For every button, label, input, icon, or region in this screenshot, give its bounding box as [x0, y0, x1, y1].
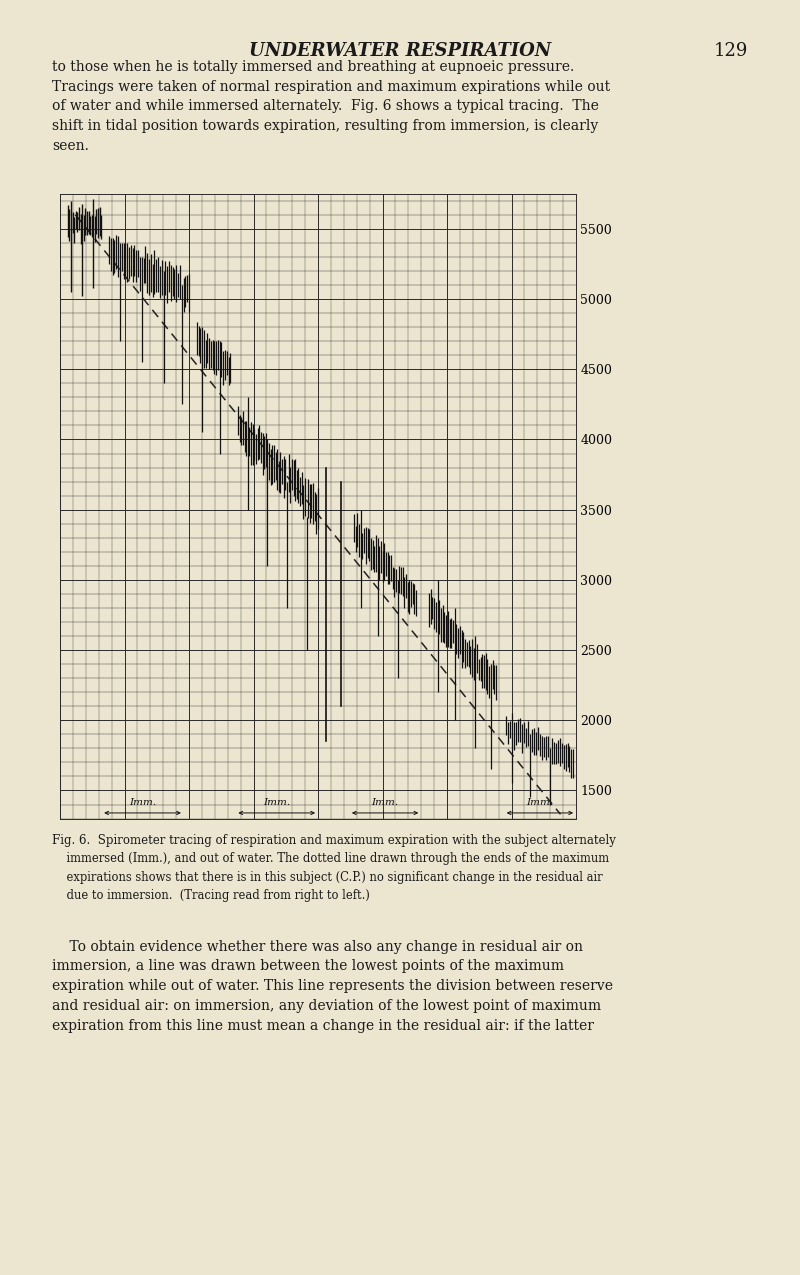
Text: shift in tidal position towards expiration, resulting from immersion, is clearly: shift in tidal position towards expirati… — [52, 120, 598, 133]
Text: immersed (Imm.), and out of water. The dotted line drawn through the ends of the: immersed (Imm.), and out of water. The d… — [52, 853, 609, 866]
Text: To obtain evidence whether there was also any change in residual air on: To obtain evidence whether there was als… — [52, 940, 583, 954]
Text: and residual air: on immersion, any deviation of the lowest point of maximum: and residual air: on immersion, any devi… — [52, 1000, 601, 1012]
Text: due to immersion.  (Tracing read from right to left.): due to immersion. (Tracing read from rig… — [52, 890, 370, 903]
Text: Imm.: Imm. — [263, 798, 290, 807]
Text: of water and while immersed alternately.  Fig. 6 shows a typical tracing.  The: of water and while immersed alternately.… — [52, 99, 599, 113]
Text: to those when he is totally immersed and breathing at eupnoeic pressure.: to those when he is totally immersed and… — [52, 60, 574, 74]
Text: expirations shows that there is in this subject (C.P.) no significant change in : expirations shows that there is in this … — [52, 871, 602, 884]
Text: seen.: seen. — [52, 139, 89, 153]
Text: Imm.: Imm. — [129, 798, 156, 807]
Text: Imm.: Imm. — [526, 798, 554, 807]
Text: 129: 129 — [714, 42, 748, 60]
Text: expiration from this line must mean a change in the residual air: if the latter: expiration from this line must mean a ch… — [52, 1019, 594, 1033]
Text: Tracings were taken of normal respiration and maximum expirations while out: Tracings were taken of normal respiratio… — [52, 79, 610, 93]
Text: Fig. 6.  Spirometer tracing of respiration and maximum expiration with the subje: Fig. 6. Spirometer tracing of respiratio… — [52, 834, 616, 847]
Text: expiration while out of water. This line represents the division between reserve: expiration while out of water. This line… — [52, 979, 613, 993]
Text: UNDERWATER RESPIRATION: UNDERWATER RESPIRATION — [249, 42, 551, 60]
Text: Imm.: Imm. — [371, 798, 398, 807]
Text: immersion, a line was drawn between the lowest points of the maximum: immersion, a line was drawn between the … — [52, 960, 564, 973]
